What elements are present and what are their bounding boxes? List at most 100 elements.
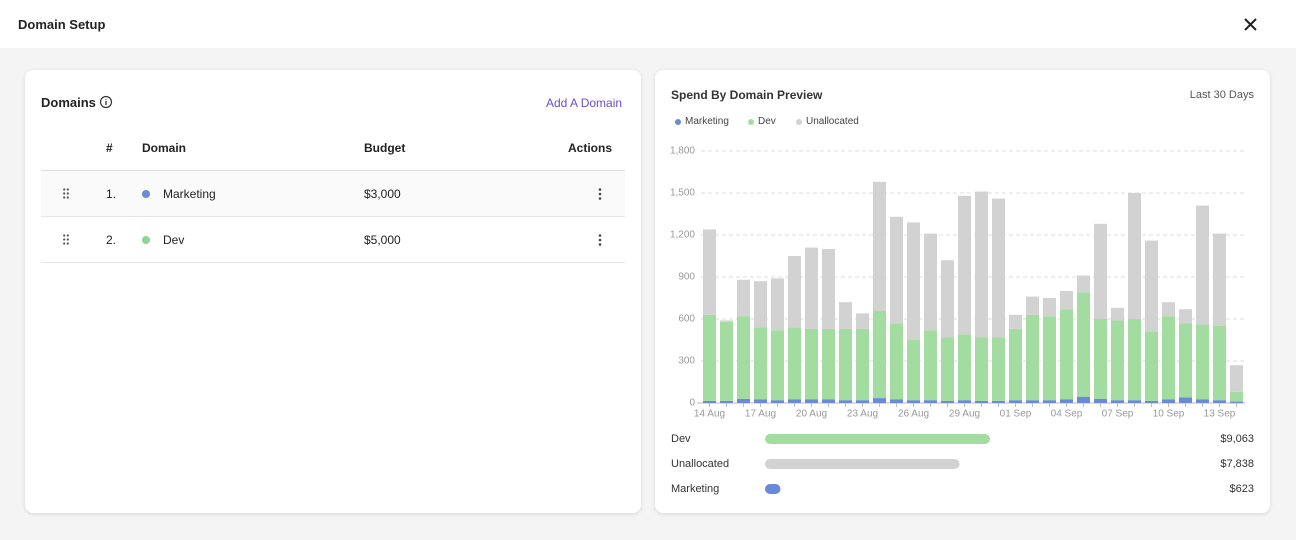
bar-segment <box>1230 401 1243 403</box>
bar-segment <box>1179 397 1192 403</box>
actions-menu[interactable] <box>598 234 602 249</box>
drag-handle[interactable] <box>63 188 69 202</box>
bar-segment <box>1128 319 1141 401</box>
legend-label: Marketing <box>685 116 729 127</box>
legend-item: Marketing <box>675 116 729 127</box>
table-row: 1. Marketing $3,000 <box>41 171 625 217</box>
bar-segment <box>1179 323 1192 398</box>
bar-segment <box>873 310 886 399</box>
y-tick-label: 1,500 <box>670 188 695 199</box>
bar-segment <box>1128 400 1141 403</box>
bar-segment <box>1196 205 1209 325</box>
bar-segment <box>1009 314 1022 329</box>
bar-segment <box>1145 400 1158 403</box>
bar-segment <box>1077 396 1090 403</box>
add-domain-button[interactable]: Add A Domain <box>546 96 623 110</box>
bar-segment <box>1043 316 1056 401</box>
legend-swatch <box>748 118 754 125</box>
bar-segment <box>1162 302 1175 317</box>
x-tick-label: 20 Aug <box>796 409 827 420</box>
bar-segment <box>703 314 716 401</box>
y-tick-label: 900 <box>678 272 695 283</box>
bar-segment <box>1213 326 1226 401</box>
bar-segment <box>771 400 784 403</box>
summary-value: $9,063 <box>1220 433 1254 445</box>
summary-bar <box>765 484 781 494</box>
bar-segment <box>754 327 767 400</box>
table-row: 2. Dev $5,000 <box>41 217 625 263</box>
bar-segment <box>1060 291 1073 310</box>
bar-segment <box>788 399 801 403</box>
bar-segment <box>737 279 750 317</box>
close-button[interactable] <box>1243 17 1258 32</box>
bar-segment <box>1009 328 1022 401</box>
bar-segment <box>873 398 886 403</box>
table-header: # Domain Budget Actions <box>41 124 625 171</box>
legend-label: Unallocated <box>806 116 859 127</box>
bar-segment <box>924 330 937 401</box>
summary-bar <box>765 459 960 469</box>
y-tick-label: 1,200 <box>670 230 695 241</box>
bar-segment <box>1213 400 1226 403</box>
bar-segment <box>737 398 750 403</box>
domain-color <box>142 190 150 198</box>
bar-segment <box>890 323 903 400</box>
column-header: Budget <box>364 141 406 155</box>
bar-segment <box>992 198 1005 338</box>
bar-segment <box>737 316 750 399</box>
bar-segment <box>1111 400 1124 403</box>
bar-segment <box>1060 399 1073 403</box>
bar-segment <box>703 400 716 403</box>
info-icon[interactable] <box>99 95 113 109</box>
bar-segment <box>754 281 767 328</box>
bar-segment <box>924 400 937 403</box>
drag-handle[interactable] <box>63 234 69 248</box>
bar-segment <box>1111 320 1124 401</box>
domain-name: Dev <box>163 233 185 247</box>
bar-segment <box>839 302 852 329</box>
bar-segment <box>992 337 1005 401</box>
domains-title: Domains <box>41 95 96 110</box>
bar-segment <box>1026 314 1039 401</box>
summary-value: $623 <box>1230 483 1254 495</box>
bar-segment <box>975 191 988 338</box>
x-tick-label: 29 Aug <box>949 409 980 420</box>
bar-segment <box>720 321 733 401</box>
bar-segment <box>907 222 920 340</box>
bar-segment <box>1230 391 1243 402</box>
y-tick-label: 0 <box>689 398 695 409</box>
legend-item: Unallocated <box>796 116 859 127</box>
bar-segment <box>907 400 920 403</box>
bar-segment <box>1077 275 1090 293</box>
bar-segment <box>1094 398 1107 403</box>
bar-segment <box>1026 400 1039 403</box>
bar-segment <box>958 195 971 335</box>
x-tick-label: 10 Sep <box>1153 409 1185 420</box>
bar-segment <box>975 337 988 401</box>
actions-menu[interactable] <box>598 188 602 203</box>
domains-card <box>25 70 641 513</box>
bar-segment <box>822 328 835 400</box>
summary-label: Unallocated <box>671 458 729 470</box>
bar-segment <box>924 233 937 331</box>
legend-swatch <box>675 118 681 125</box>
bar-segment <box>941 260 954 338</box>
bar-segment <box>754 399 767 403</box>
bar-segment <box>958 400 971 403</box>
bar-segment <box>975 400 988 403</box>
summary-value: $7,838 <box>1220 458 1254 470</box>
x-tick-label: 13 Sep <box>1204 409 1236 420</box>
legend-swatch <box>796 118 802 125</box>
bar-segment <box>890 399 903 403</box>
legend-item: Dev <box>748 116 776 127</box>
bar-segment <box>1060 309 1073 400</box>
bar-segment <box>1162 316 1175 400</box>
bar-segment <box>805 328 818 400</box>
bar-segment <box>1145 240 1158 332</box>
y-tick-label: 300 <box>678 356 695 367</box>
x-tick-label: 14 Aug <box>694 409 725 420</box>
bar-segment <box>941 400 954 403</box>
header: Domain Setup <box>0 0 1296 48</box>
budget: $5,000 <box>364 233 401 247</box>
